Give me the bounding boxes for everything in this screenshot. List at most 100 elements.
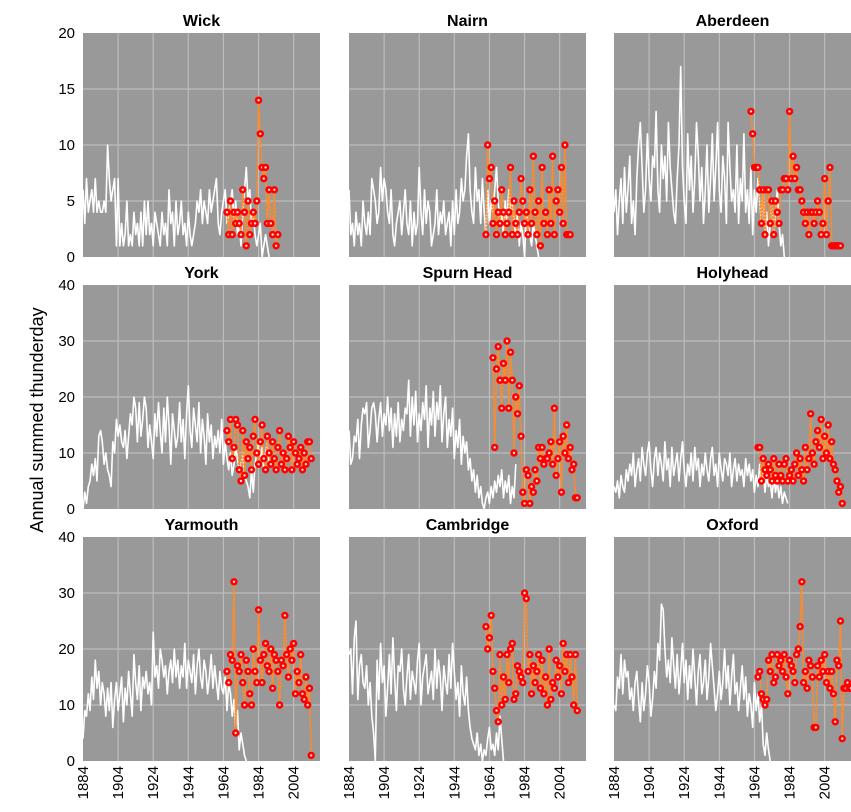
y-tick-label: 20 xyxy=(58,641,75,658)
data-point-center xyxy=(273,457,276,460)
data-point-center xyxy=(308,687,311,690)
data-point-center xyxy=(288,446,292,449)
data-point-center xyxy=(819,659,823,662)
data-point-center xyxy=(802,681,805,684)
data-point-center xyxy=(777,664,781,667)
data-point-center xyxy=(253,222,257,225)
data-point-center xyxy=(779,474,782,477)
x-tick-label: 1904 xyxy=(376,766,393,799)
data-point-center xyxy=(769,670,772,673)
data-point-center xyxy=(828,457,832,460)
y-tick-label: 10 xyxy=(58,697,75,714)
panel-holyhead: Holyhead xyxy=(614,265,851,509)
data-point-center xyxy=(486,143,489,147)
plot-area xyxy=(349,337,581,509)
x-tick-label: 1884 xyxy=(606,766,623,799)
data-point-center xyxy=(770,653,774,656)
data-point-center xyxy=(257,99,260,102)
data-point-center xyxy=(837,664,840,667)
data-point-center xyxy=(561,222,565,225)
data-point-center xyxy=(241,429,244,432)
data-point-center xyxy=(310,457,313,460)
data-point-center xyxy=(246,670,250,673)
data-point-center xyxy=(502,675,505,679)
panel-oxford: Oxford 1884 1904 1924 1944 1964 1984 2004 xyxy=(606,517,851,799)
data-point-center xyxy=(533,211,537,214)
data-point-center xyxy=(558,211,561,214)
observed-series-line xyxy=(750,110,842,247)
data-point-center xyxy=(502,362,505,365)
data-point-center xyxy=(828,687,832,690)
data-point-center xyxy=(523,591,526,595)
data-point-center xyxy=(511,233,514,236)
data-point-center xyxy=(526,474,530,477)
data-point-center xyxy=(241,681,244,684)
data-point-center xyxy=(271,687,274,690)
data-point-center xyxy=(225,670,229,673)
data-point-center xyxy=(786,188,789,191)
data-point-center xyxy=(554,199,558,203)
panel-york: York 0 10 20 30 40 xyxy=(58,265,320,518)
data-point-center xyxy=(558,664,561,667)
data-point-center xyxy=(846,681,849,684)
data-point-center xyxy=(576,496,579,499)
data-point-center xyxy=(239,479,243,483)
data-point-center xyxy=(563,451,567,455)
data-point-center xyxy=(292,440,295,443)
data-point-center xyxy=(283,614,287,617)
data-point-center xyxy=(278,429,281,432)
data-point-center xyxy=(500,407,503,410)
data-point-center xyxy=(299,653,302,656)
data-point-center xyxy=(798,457,802,460)
data-point-center xyxy=(255,451,258,455)
data-point-center xyxy=(297,681,301,684)
data-point-center xyxy=(788,474,791,477)
data-point-center xyxy=(243,703,246,707)
data-point-center xyxy=(549,440,553,443)
data-point-center xyxy=(763,703,767,707)
historical-series-line xyxy=(614,65,786,257)
data-point-center xyxy=(760,222,763,225)
historical-series-line xyxy=(614,603,771,761)
data-point-center xyxy=(264,166,267,169)
data-point-center xyxy=(816,199,819,203)
data-point-center xyxy=(567,681,570,684)
data-point-center xyxy=(509,351,512,354)
data-point-center xyxy=(567,457,570,460)
data-point-center xyxy=(523,502,526,505)
data-point-center xyxy=(565,423,568,427)
historical-series-line xyxy=(83,144,270,257)
data-point-center xyxy=(772,457,775,460)
data-point-center xyxy=(809,664,812,667)
data-point-center xyxy=(560,166,563,169)
data-point-center xyxy=(512,698,516,701)
data-point-center xyxy=(807,457,811,460)
x-tick-label: 1884 xyxy=(341,766,358,799)
data-point-center xyxy=(274,659,278,662)
data-point-center xyxy=(765,698,768,701)
data-point-center xyxy=(760,479,763,483)
data-point-center xyxy=(546,457,549,460)
data-point-center xyxy=(572,463,575,466)
plot-area xyxy=(349,133,574,257)
data-point-center xyxy=(236,423,239,427)
data-point-center xyxy=(547,188,551,191)
y-tick-label: 20 xyxy=(58,25,75,42)
data-point-center xyxy=(225,429,229,432)
data-point-center xyxy=(262,177,266,180)
data-point-center xyxy=(306,703,309,707)
panel-title: Wick xyxy=(183,13,220,30)
data-point-center xyxy=(488,177,491,180)
panel-title: York xyxy=(184,265,218,282)
data-point-center xyxy=(795,653,798,656)
data-point-center xyxy=(830,670,833,673)
data-point-center xyxy=(500,703,503,707)
data-point-center xyxy=(285,457,288,460)
x-tick-label: 1964 xyxy=(215,766,232,799)
data-point-center xyxy=(260,423,264,427)
data-point-center xyxy=(252,211,255,214)
data-point-center xyxy=(283,468,287,471)
data-point-center xyxy=(525,211,528,214)
data-point-center xyxy=(556,188,560,191)
data-point-center xyxy=(303,698,306,701)
